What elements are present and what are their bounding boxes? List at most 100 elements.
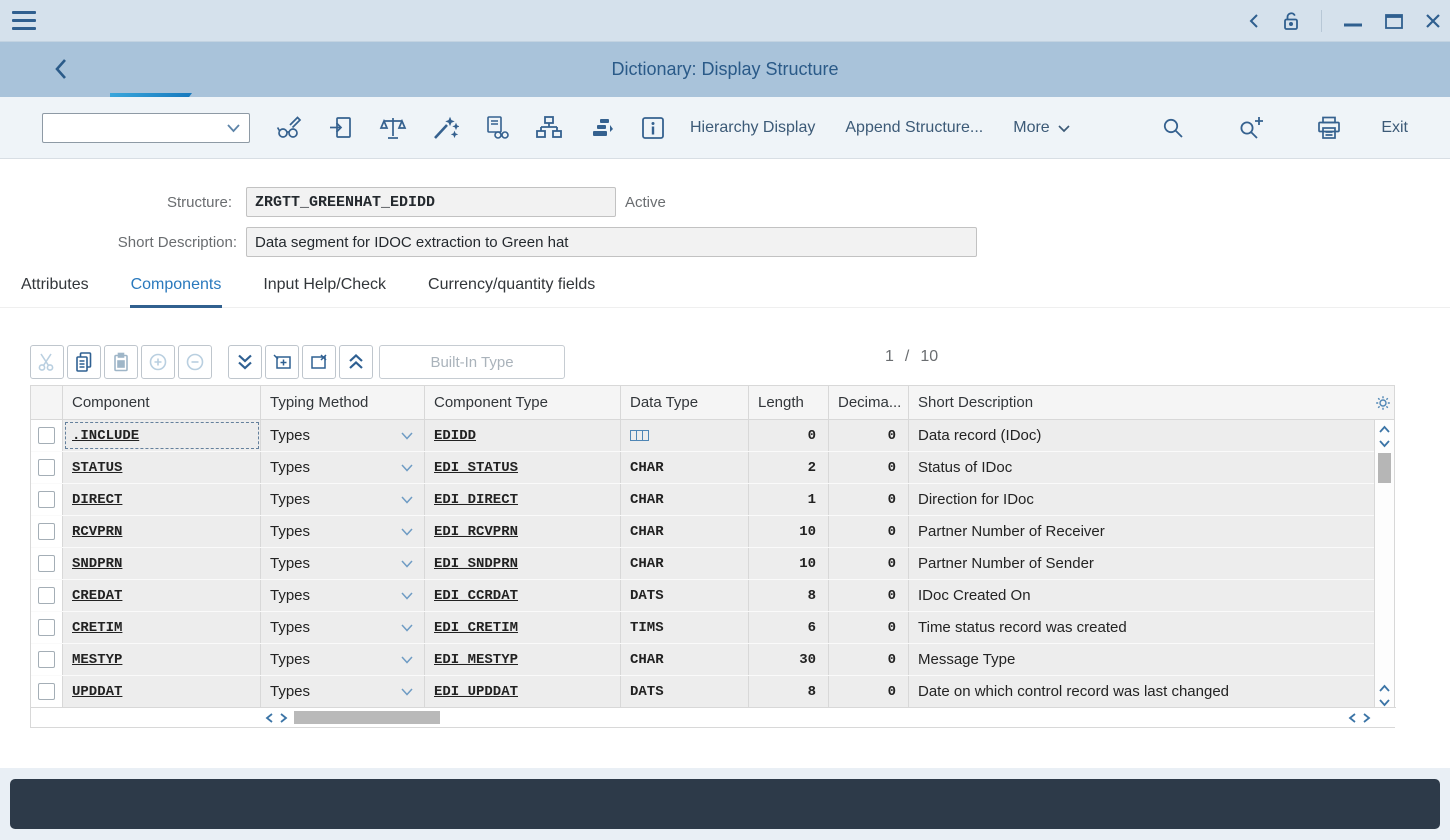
- row-checkbox[interactable]: [38, 491, 55, 508]
- typing-method-cell[interactable]: Types: [261, 676, 425, 707]
- dropdown-chevron-icon[interactable]: [400, 655, 414, 665]
- typing-method-cell[interactable]: Types: [261, 484, 425, 515]
- header-length[interactable]: Length: [749, 386, 829, 419]
- component-type-link[interactable]: EDI_UPDDAT: [434, 683, 519, 700]
- component-type-link[interactable]: EDI_STATUS: [434, 459, 519, 476]
- dropdown-chevron-icon[interactable]: [400, 495, 414, 505]
- component-type-link[interactable]: EDI_SNDPRN: [434, 555, 519, 572]
- dropdown-chevron-icon[interactable]: [400, 527, 414, 537]
- component-type-link[interactable]: EDI_CCRDAT: [434, 587, 519, 604]
- command-field[interactable]: [42, 113, 250, 143]
- component-link[interactable]: MESTYP: [72, 651, 123, 668]
- close-icon[interactable]: [1424, 12, 1442, 30]
- typing-method-cell[interactable]: Types: [261, 644, 425, 675]
- dropdown-chevron-icon[interactable]: [400, 687, 414, 697]
- row-checkbox[interactable]: [38, 427, 55, 444]
- back-nav-icon[interactable]: [1247, 13, 1261, 29]
- row-checkbox[interactable]: [38, 459, 55, 476]
- row-checkbox[interactable]: [38, 651, 55, 668]
- typing-method-cell[interactable]: Types: [261, 516, 425, 547]
- horizontal-scrollbar[interactable]: [31, 707, 1396, 727]
- built-in-type-button[interactable]: Built-In Type: [379, 345, 565, 379]
- cut-button[interactable]: [30, 345, 64, 379]
- component-type-link[interactable]: EDI_MESTYP: [434, 651, 519, 668]
- scroll-left-icon[interactable]: [265, 712, 274, 724]
- scroll-left-right-icon[interactable]: [1348, 712, 1357, 724]
- component-link[interactable]: DIRECT: [72, 491, 123, 508]
- header-decimals[interactable]: Decima...: [829, 386, 909, 419]
- menu-icon[interactable]: [12, 11, 36, 30]
- row-checkbox[interactable]: [38, 523, 55, 540]
- tab-components[interactable]: Components: [129, 269, 223, 308]
- dropdown-chevron-icon[interactable]: [400, 591, 414, 601]
- typing-method-cell[interactable]: Types: [261, 580, 425, 611]
- vertical-scrollbar[interactable]: [1374, 420, 1394, 709]
- tab-currency-quantity-fields[interactable]: Currency/quantity fields: [428, 276, 596, 293]
- table-settings-gear-icon[interactable]: [1375, 395, 1391, 411]
- minimize-icon[interactable]: [1342, 13, 1364, 29]
- row-checkbox[interactable]: [38, 619, 55, 636]
- print-icon[interactable]: [1303, 106, 1355, 150]
- vertical-scroll-thumb[interactable]: [1378, 453, 1391, 483]
- unlock-icon[interactable]: [1281, 10, 1301, 32]
- tab-input-help-check[interactable]: Input Help/Check: [263, 276, 387, 293]
- scroll-right-right-icon[interactable]: [1362, 712, 1371, 724]
- header-component-type[interactable]: Component Type: [425, 386, 621, 419]
- search-icon[interactable]: [1147, 106, 1199, 150]
- typing-method-cell[interactable]: Types: [261, 612, 425, 643]
- row-checkbox[interactable]: [38, 683, 55, 700]
- dropdown-chevron-icon[interactable]: [400, 463, 414, 473]
- copy-object-icon[interactable]: [315, 106, 367, 150]
- display-change-icon[interactable]: [263, 106, 315, 150]
- header-select-all[interactable]: [31, 386, 63, 419]
- activate-wand-icon[interactable]: [419, 106, 471, 150]
- scroll-down-bottom-icon[interactable]: [1378, 698, 1391, 707]
- dropdown-chevron-icon[interactable]: [400, 559, 414, 569]
- header-data-type[interactable]: Data Type: [621, 386, 749, 419]
- row-checkbox[interactable]: [38, 587, 55, 604]
- search-next-icon[interactable]: [1225, 106, 1277, 150]
- information-icon[interactable]: [627, 106, 679, 150]
- component-type-link[interactable]: EDIDD: [434, 427, 477, 444]
- append-structure-button[interactable]: Append Structure...: [845, 119, 984, 136]
- chevron-down-icon[interactable]: [226, 123, 241, 133]
- paste-button[interactable]: [104, 345, 138, 379]
- structure-field[interactable]: ZRGTT_GREENHAT_EDIDD: [246, 187, 616, 217]
- copy-button[interactable]: [67, 345, 101, 379]
- delete-row-button[interactable]: [302, 345, 336, 379]
- header-typing-method[interactable]: Typing Method: [261, 386, 425, 419]
- back-icon[interactable]: [52, 56, 69, 82]
- remove-row-button[interactable]: [178, 345, 212, 379]
- component-type-link[interactable]: EDI_RCVPRN: [434, 523, 519, 540]
- component-link[interactable]: .INCLUDE: [72, 427, 140, 444]
- expand-all-button[interactable]: [228, 345, 262, 379]
- dropdown-chevron-icon[interactable]: [400, 431, 414, 441]
- scroll-down-icon[interactable]: [1375, 439, 1394, 448]
- header-component[interactable]: Component: [63, 386, 261, 419]
- more-menu-button[interactable]: More: [1013, 119, 1070, 137]
- where-used-icon[interactable]: [471, 106, 523, 150]
- component-link[interactable]: CREDAT: [72, 587, 123, 604]
- typing-method-cell[interactable]: Types: [261, 452, 425, 483]
- scroll-up-icon[interactable]: [1375, 425, 1394, 434]
- collapse-all-button[interactable]: [339, 345, 373, 379]
- dropdown-chevron-icon[interactable]: [400, 623, 414, 633]
- typing-method-cell[interactable]: Types: [261, 420, 425, 451]
- component-link[interactable]: STATUS: [72, 459, 123, 476]
- component-link[interactable]: SNDPRN: [72, 555, 123, 572]
- object-list-icon[interactable]: [575, 106, 627, 150]
- horizontal-scroll-thumb[interactable]: [294, 711, 440, 724]
- short-description-field[interactable]: Data segment for IDOC extraction to Gree…: [246, 227, 977, 257]
- component-link[interactable]: CRETIM: [72, 619, 123, 636]
- scroll-right-icon[interactable]: [279, 712, 288, 724]
- insert-row-button[interactable]: [265, 345, 299, 379]
- hierarchy-display-button[interactable]: Hierarchy Display: [690, 119, 816, 136]
- scroll-up-bottom-icon[interactable]: [1378, 684, 1391, 693]
- add-row-button[interactable]: [141, 345, 175, 379]
- tab-attributes[interactable]: Attributes: [21, 276, 89, 293]
- check-scales-icon[interactable]: [367, 106, 419, 150]
- exit-button[interactable]: Exit: [1381, 119, 1408, 136]
- header-short-description[interactable]: Short Description: [918, 394, 1034, 411]
- maximize-icon[interactable]: [1384, 12, 1404, 30]
- row-checkbox[interactable]: [38, 555, 55, 572]
